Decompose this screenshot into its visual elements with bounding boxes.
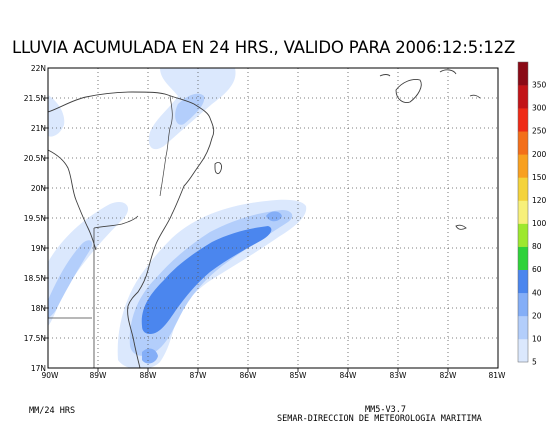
lon-label: 89W xyxy=(90,371,108,380)
legend-level-label: 150 xyxy=(532,173,547,182)
lon-label: 84W xyxy=(340,371,358,380)
lat-label: 17N xyxy=(31,364,46,373)
lon-label: 81W xyxy=(489,371,507,380)
legend-outline xyxy=(517,61,529,363)
lat-label: 18.5N xyxy=(24,274,46,283)
lon-label: 83W xyxy=(390,371,408,380)
map-title: LLUVIA ACUMULADA EN 24 HRS., VALIDO PARA… xyxy=(12,38,516,57)
legend-level-label: 200 xyxy=(532,150,547,159)
legend-swatch xyxy=(518,200,528,224)
legend-level-label: 350 xyxy=(532,81,547,90)
precipitation-shading xyxy=(48,68,307,368)
lat-label: 19N xyxy=(31,244,46,253)
units-label: MM/24 HRS xyxy=(29,406,76,416)
legend-swatch xyxy=(518,108,528,132)
legend-swatch xyxy=(518,62,528,86)
coastlines xyxy=(48,68,481,368)
legend-level-label: 20 xyxy=(532,311,542,320)
lat-label: 19.5N xyxy=(24,214,46,223)
legend-level-label: 40 xyxy=(532,288,542,297)
legend-level-label: 100 xyxy=(532,219,547,228)
legend-swatch xyxy=(518,246,528,270)
longitude-labels: 90W 89W 88W 87W 86W 85W 84W 83W 82W 81W xyxy=(42,371,507,380)
lon-label: 86W xyxy=(240,371,258,380)
legend-swatch xyxy=(518,154,528,178)
lat-label: 20N xyxy=(31,184,46,193)
axis-ticks xyxy=(44,97,449,372)
legend-swatch xyxy=(518,338,528,363)
lon-label: 88W xyxy=(140,371,158,380)
graticule xyxy=(48,68,498,368)
lat-label: 22N xyxy=(31,64,46,73)
legend-level-label: 60 xyxy=(532,265,542,274)
legend-swatch xyxy=(518,269,528,294)
lat-label: 17.5N xyxy=(24,334,46,343)
lon-label: 82W xyxy=(440,371,458,380)
legend-level-label: 80 xyxy=(532,242,542,251)
lon-label: 87W xyxy=(190,371,208,380)
legend-swatch xyxy=(518,292,528,317)
lat-label: 18N xyxy=(31,304,46,313)
legend-level-label: 250 xyxy=(532,127,547,136)
lat-label: 21.5N xyxy=(24,94,46,103)
lat-label: 20.5N xyxy=(24,154,46,163)
legend-level-label: 120 xyxy=(532,196,547,205)
legend-swatch xyxy=(518,85,528,109)
lon-label: 85W xyxy=(290,371,308,380)
legend-level-label: 5 xyxy=(532,358,537,367)
legend-swatch xyxy=(518,131,528,155)
latitude-labels: 22N 21.5N 21N 20.5N 20N 19.5N 19N 18.5N … xyxy=(24,64,46,373)
legend-level-label: 10 xyxy=(532,334,542,343)
legend-swatch xyxy=(518,177,528,201)
legend-level-label: 300 xyxy=(532,104,547,113)
color-legend: 5 10 20 40 60 80 100 120 150 200 250 300 350 xyxy=(517,61,547,367)
legend-swatch xyxy=(518,315,528,340)
lat-label: 21N xyxy=(31,124,46,133)
model-label: MM5-V3.7 xyxy=(365,405,406,415)
agency-label: SEMAR-DIRECCION DE METEOROLOGIA MARITIMA xyxy=(277,414,482,424)
lon-label: 90W xyxy=(42,371,60,380)
legend-swatch xyxy=(518,223,528,247)
